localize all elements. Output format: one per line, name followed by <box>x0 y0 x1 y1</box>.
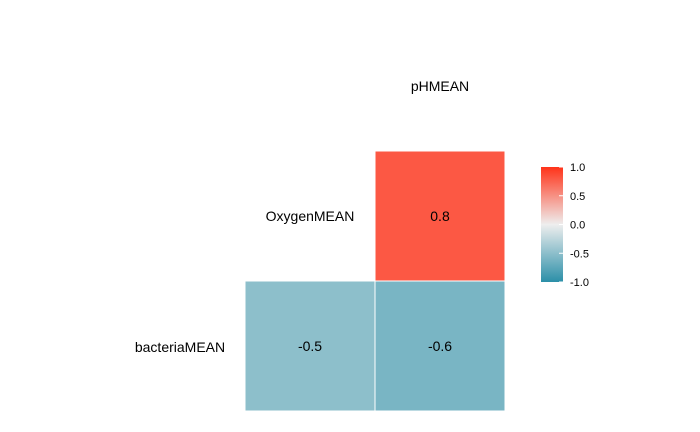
variable-label-bacteriamean: bacteriaMEAN <box>135 339 225 355</box>
heatmap-cell <box>244 280 376 412</box>
heatmap-cells: 0.8 -0.5 -0.6 <box>244 150 506 412</box>
variable-labels: pHMEAN OxygenMEAN bacteriaMEAN <box>135 78 469 355</box>
variable-label-oxygenmean: OxygenMEAN <box>266 208 355 224</box>
color-legend: 1.0 0.5 0.0 -0.5 -1.0 <box>541 162 589 289</box>
cell-value-label: -0.6 <box>428 338 452 354</box>
variable-label-phmean: pHMEAN <box>411 78 469 94</box>
heatmap-cell <box>374 150 506 282</box>
cell-value-label: 0.8 <box>430 208 450 224</box>
legend-tick-label: 1.0 <box>570 162 585 174</box>
legend-tick-label: -1.0 <box>570 277 589 289</box>
legend-tick-label: 0.5 <box>570 191 585 203</box>
cell-value-label: -0.5 <box>298 338 322 354</box>
legend-color-bar <box>541 167 563 282</box>
heatmap-cell <box>374 280 506 412</box>
legend-tick-label: -0.5 <box>570 248 589 260</box>
legend-tick-label: 0.0 <box>570 220 585 232</box>
